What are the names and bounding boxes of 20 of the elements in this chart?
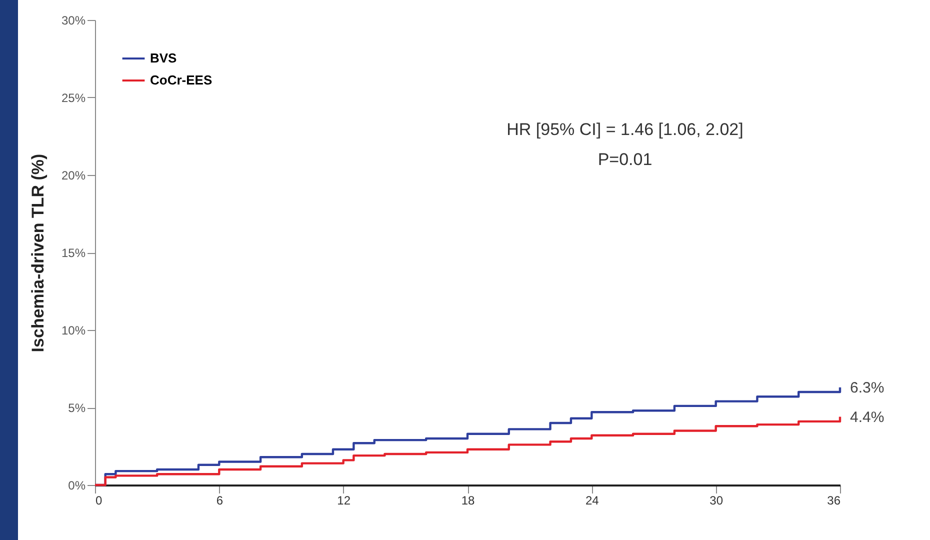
legend-label: BVS bbox=[150, 50, 178, 66]
y-tick-label: 5% bbox=[68, 401, 86, 415]
y-tick-label: 25% bbox=[61, 91, 86, 105]
x-tick-label: 6 bbox=[216, 494, 224, 508]
y-tick-label: 20% bbox=[61, 168, 86, 182]
x-tick-label: 18 bbox=[461, 494, 475, 508]
x-tick-label: 24 bbox=[585, 494, 600, 508]
y-axis-title: Ischemia-driven TLR (%) bbox=[28, 154, 48, 352]
annotation: 4.4% bbox=[850, 408, 884, 426]
y-tick-label: 0% bbox=[68, 478, 86, 492]
y-tick-label: 10% bbox=[61, 324, 86, 338]
x-tick-label: 12 bbox=[337, 494, 351, 508]
x-tick-label: 36 bbox=[827, 494, 841, 508]
y-tick-label: 15% bbox=[61, 246, 86, 260]
annotation: 6.3% bbox=[850, 379, 884, 396]
x-tick-label: 30 bbox=[710, 494, 724, 508]
annotation: HR [95% CI] = 1.46 [1.06, 2.02] P=0.01 bbox=[506, 120, 744, 169]
x-tick-label: 0 bbox=[96, 494, 102, 508]
legend-label: CoCr-EES bbox=[150, 72, 212, 88]
y-tick-label: 30% bbox=[61, 14, 86, 28]
